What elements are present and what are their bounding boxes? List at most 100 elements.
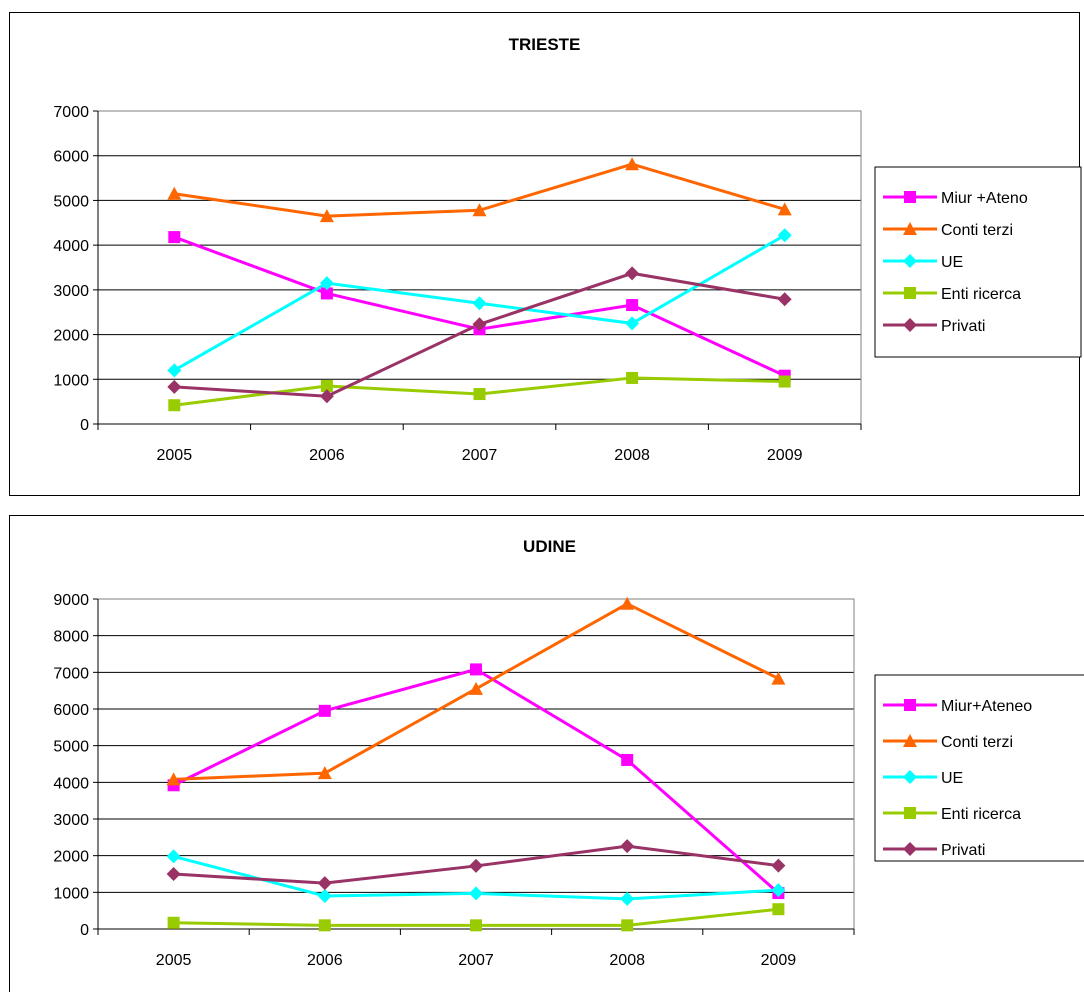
y-tick-label: 5000 xyxy=(53,193,89,210)
y-tick-label: 7000 xyxy=(53,104,89,121)
chart-svg-trieste: 0 1000 2000 3000 4000 5000 6000 7000 2005 2006 200… xyxy=(53,104,1082,464)
y-tick-label: 2000 xyxy=(53,328,89,345)
legend-marker xyxy=(903,734,917,747)
data-point xyxy=(320,379,333,392)
data-point xyxy=(472,317,487,332)
data-point xyxy=(472,203,487,217)
chart-svg-udine: 0 1000 2000 3000 4000 5000 6000 7000 8000 9000 200… xyxy=(53,592,1084,969)
data-point xyxy=(472,296,487,311)
legend-label: Privati xyxy=(941,318,985,335)
y-tick-label: 2000 xyxy=(53,849,89,866)
data-point xyxy=(469,858,483,873)
data-point xyxy=(621,753,634,766)
data-point xyxy=(620,596,635,610)
legend-marker xyxy=(903,222,917,235)
legend-label: Conti terzi xyxy=(941,222,1013,239)
data-point xyxy=(167,363,182,378)
legend-marker xyxy=(903,770,917,784)
legend-label: UE xyxy=(941,770,963,787)
legend-label: Miur+Ateneo xyxy=(941,698,1032,715)
legend-label: Enti ricerca xyxy=(941,286,1021,303)
data-point xyxy=(166,772,181,786)
data-point xyxy=(625,266,640,281)
x-tick-label: 2006 xyxy=(307,952,343,969)
x-tick-label: 2005 xyxy=(156,952,192,969)
legend-marker xyxy=(904,807,916,819)
data-point xyxy=(778,375,791,388)
legend-marker xyxy=(904,191,916,203)
data-point xyxy=(166,849,181,864)
data-point xyxy=(317,889,332,903)
data-point xyxy=(470,663,482,676)
x-tick-label: 2005 xyxy=(157,447,193,464)
data-point xyxy=(319,209,334,223)
x-tick-label: 2006 xyxy=(309,447,345,464)
legend-label: Enti ricerca xyxy=(941,806,1021,823)
data-point xyxy=(625,157,640,171)
data-point xyxy=(317,766,332,780)
legend-marker xyxy=(904,287,916,299)
data-point xyxy=(317,876,332,891)
data-point xyxy=(771,671,786,685)
data-point xyxy=(626,299,639,312)
data-point xyxy=(621,919,634,932)
data-point xyxy=(320,287,333,300)
data-point xyxy=(168,399,181,412)
y-tick-label: 1000 xyxy=(53,885,89,902)
data-point xyxy=(777,292,792,307)
data-point xyxy=(771,858,786,873)
legend-label: Privati xyxy=(941,842,985,859)
y-tick-label: 3000 xyxy=(53,812,89,829)
data-point xyxy=(319,276,334,291)
legend-marker xyxy=(903,842,917,856)
data-point xyxy=(168,231,181,244)
chart-title: UDINE xyxy=(523,537,576,556)
legend-marker xyxy=(903,318,917,332)
data-point xyxy=(167,186,182,200)
y-tick-label: 0 xyxy=(80,417,89,434)
y-tick-label: 5000 xyxy=(53,739,89,756)
data-point xyxy=(319,389,334,404)
data-point xyxy=(772,903,785,916)
data-point xyxy=(318,704,331,717)
data-point xyxy=(620,839,635,854)
data-point xyxy=(318,919,331,932)
x-tick-label: 2009 xyxy=(767,447,803,464)
data-point xyxy=(470,919,482,932)
data-point xyxy=(469,886,483,901)
data-point xyxy=(469,681,483,695)
legend-marker xyxy=(903,254,917,268)
plot-area xyxy=(97,598,855,930)
y-tick-label: 0 xyxy=(80,922,89,939)
data-point xyxy=(167,379,182,394)
legend-label: Conti terzi xyxy=(941,734,1013,751)
legend-label: UE xyxy=(941,254,963,271)
y-tick-label: 8000 xyxy=(53,629,89,646)
data-point xyxy=(166,867,181,881)
x-tick-label: 2009 xyxy=(761,952,797,969)
y-tick-label: 7000 xyxy=(53,665,89,682)
x-tick-label: 2008 xyxy=(614,447,650,464)
data-point xyxy=(777,228,792,243)
chart-title: TRIESTE xyxy=(508,35,581,54)
legend-label: Miur +Ateno xyxy=(941,190,1028,207)
data-point xyxy=(771,883,786,898)
data-point xyxy=(167,916,180,929)
y-tick-label: 4000 xyxy=(53,775,89,792)
x-tick-label: 2007 xyxy=(462,447,498,464)
y-tick-label: 9000 xyxy=(53,592,89,609)
y-tick-label: 6000 xyxy=(53,702,89,719)
data-point xyxy=(777,202,792,216)
x-tick-label: 2007 xyxy=(458,952,494,969)
y-tick-label: 3000 xyxy=(53,283,89,300)
data-point xyxy=(625,316,640,331)
legend-marker xyxy=(904,699,916,711)
plot-area xyxy=(97,110,862,425)
data-point xyxy=(473,388,486,401)
x-tick-label: 2008 xyxy=(609,952,645,969)
data-point xyxy=(626,371,639,384)
y-tick-label: 6000 xyxy=(53,149,89,166)
data-point xyxy=(620,891,635,906)
y-tick-label: 1000 xyxy=(53,372,89,389)
y-tick-label: 4000 xyxy=(53,238,89,255)
